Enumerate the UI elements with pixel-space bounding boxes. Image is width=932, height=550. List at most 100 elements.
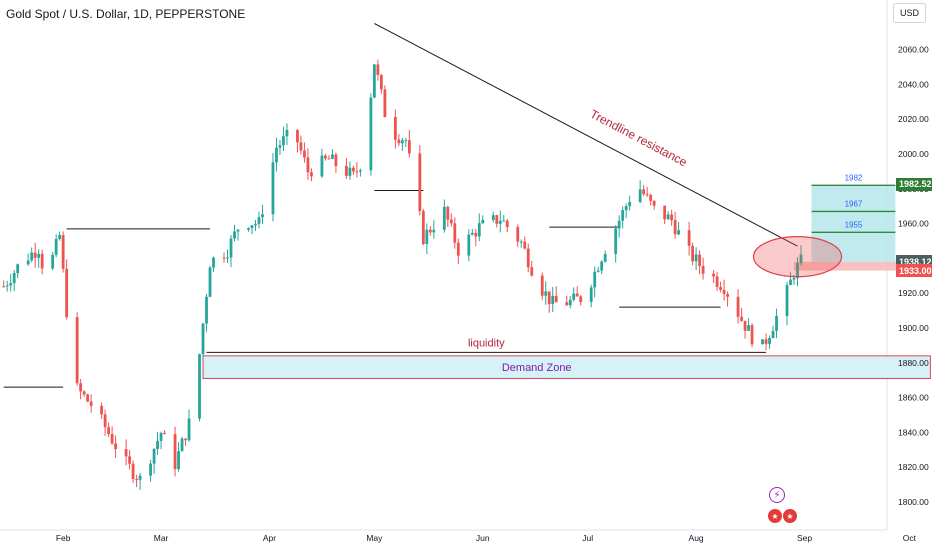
candle-body bbox=[614, 228, 618, 255]
candle-body bbox=[369, 97, 373, 171]
x-tick-label: Jun bbox=[476, 533, 490, 543]
candle-body bbox=[30, 252, 34, 261]
candle-body bbox=[498, 220, 502, 224]
candle-body bbox=[799, 254, 803, 264]
us-flag-icon[interactable]: ★ bbox=[768, 509, 782, 523]
us-flag-icon[interactable]: ★ bbox=[783, 509, 797, 523]
y-tick-label: 1860.00 bbox=[898, 393, 929, 403]
candle-body bbox=[348, 167, 352, 176]
candle-body bbox=[589, 287, 593, 302]
candle-body bbox=[296, 129, 299, 143]
y-tick-label: 1840.00 bbox=[898, 427, 929, 437]
candle-body bbox=[519, 241, 523, 243]
candle-body bbox=[212, 257, 215, 268]
currency-button[interactable]: USD bbox=[893, 3, 926, 23]
candle-body bbox=[694, 254, 698, 262]
candle-body bbox=[278, 145, 282, 148]
candle-body bbox=[491, 215, 495, 220]
stop-box bbox=[794, 261, 931, 271]
candle-body bbox=[418, 153, 422, 212]
candle-body bbox=[180, 438, 184, 452]
candle-body bbox=[530, 267, 534, 276]
candle-body bbox=[282, 136, 285, 146]
y-tick-label: 2020.00 bbox=[898, 114, 929, 124]
y-tick-label: 2060.00 bbox=[898, 45, 929, 55]
trendline-label: Trendline resistance bbox=[588, 107, 690, 170]
candle-body bbox=[400, 140, 404, 144]
candle-body bbox=[379, 74, 383, 90]
candle-body bbox=[792, 278, 796, 280]
candle-body bbox=[593, 271, 597, 288]
candle-body bbox=[425, 229, 429, 245]
lightning-icon[interactable]: ⚡ bbox=[769, 487, 785, 503]
candle-body bbox=[470, 232, 474, 235]
candle-body bbox=[649, 194, 653, 201]
candle-body bbox=[54, 239, 58, 255]
candle-body bbox=[722, 289, 726, 295]
x-tick-label: May bbox=[366, 533, 383, 543]
candle-body bbox=[275, 147, 278, 163]
candle-body bbox=[250, 225, 254, 229]
candle-body bbox=[103, 414, 107, 428]
y-tick-label: 1800.00 bbox=[898, 497, 929, 507]
candle-body bbox=[16, 264, 20, 274]
candle-body bbox=[40, 253, 44, 269]
candle-body bbox=[673, 220, 677, 235]
candle-body bbox=[771, 330, 775, 339]
candle-body bbox=[89, 401, 93, 406]
candle-body bbox=[257, 217, 261, 224]
y-tick-label: 1920.00 bbox=[898, 288, 929, 298]
candle-body bbox=[638, 189, 642, 203]
candle-body bbox=[208, 267, 212, 297]
candle-body bbox=[128, 456, 131, 464]
candle-body bbox=[355, 171, 359, 173]
candle-body bbox=[110, 434, 114, 444]
candle-body bbox=[600, 261, 604, 271]
target-level-label: 1955 bbox=[845, 220, 863, 229]
candle-body bbox=[82, 391, 86, 395]
candle-body bbox=[222, 257, 226, 259]
candle-body bbox=[310, 172, 313, 177]
x-tick-label: Aug bbox=[689, 533, 704, 543]
candle-body bbox=[159, 432, 163, 441]
candle-body bbox=[26, 260, 30, 265]
candle-body bbox=[2, 286, 6, 288]
candle-body bbox=[51, 254, 55, 269]
candle-body bbox=[65, 268, 69, 318]
candle-body bbox=[579, 296, 583, 302]
y-tick-label: 1880.00 bbox=[898, 358, 929, 368]
candle-body bbox=[152, 448, 156, 464]
candle-body bbox=[740, 316, 743, 321]
candle-body bbox=[565, 302, 569, 306]
candle-body bbox=[327, 158, 331, 160]
candle-body bbox=[572, 293, 576, 300]
candle-body bbox=[393, 117, 397, 140]
candle-body bbox=[261, 214, 264, 218]
candle-body bbox=[453, 223, 457, 243]
candle-body bbox=[383, 89, 387, 118]
candle-body bbox=[715, 276, 719, 288]
candle-body bbox=[75, 317, 79, 384]
candle-body bbox=[324, 155, 327, 159]
candle-body bbox=[131, 463, 135, 480]
candle-body bbox=[100, 405, 104, 415]
candle-body bbox=[701, 266, 705, 274]
candle-body bbox=[554, 295, 558, 303]
candle-body bbox=[187, 418, 191, 441]
candle-body bbox=[407, 140, 411, 154]
candle-body bbox=[477, 223, 481, 237]
candle-body bbox=[205, 296, 208, 324]
candle-body bbox=[796, 263, 799, 279]
candle-body bbox=[603, 254, 607, 262]
candle-body bbox=[698, 254, 702, 267]
candle-body bbox=[114, 443, 118, 450]
candle-body bbox=[446, 206, 450, 220]
candle-body bbox=[358, 170, 362, 172]
candle-body bbox=[575, 293, 579, 297]
candle-body bbox=[505, 220, 509, 228]
candle-body bbox=[229, 238, 233, 258]
candle-body bbox=[670, 214, 674, 221]
candle-body bbox=[37, 253, 41, 258]
candle-body bbox=[306, 157, 310, 173]
